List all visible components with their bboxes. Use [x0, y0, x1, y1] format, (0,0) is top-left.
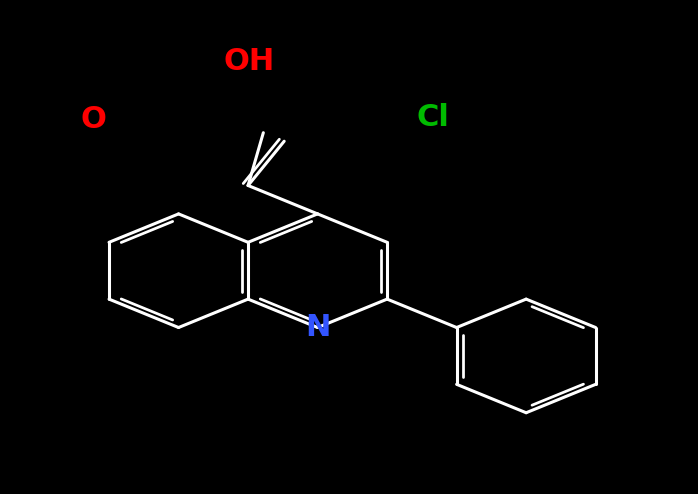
Text: OH: OH [223, 47, 275, 76]
Text: N: N [305, 313, 330, 342]
Text: O: O [80, 105, 107, 133]
Text: Cl: Cl [416, 103, 450, 132]
